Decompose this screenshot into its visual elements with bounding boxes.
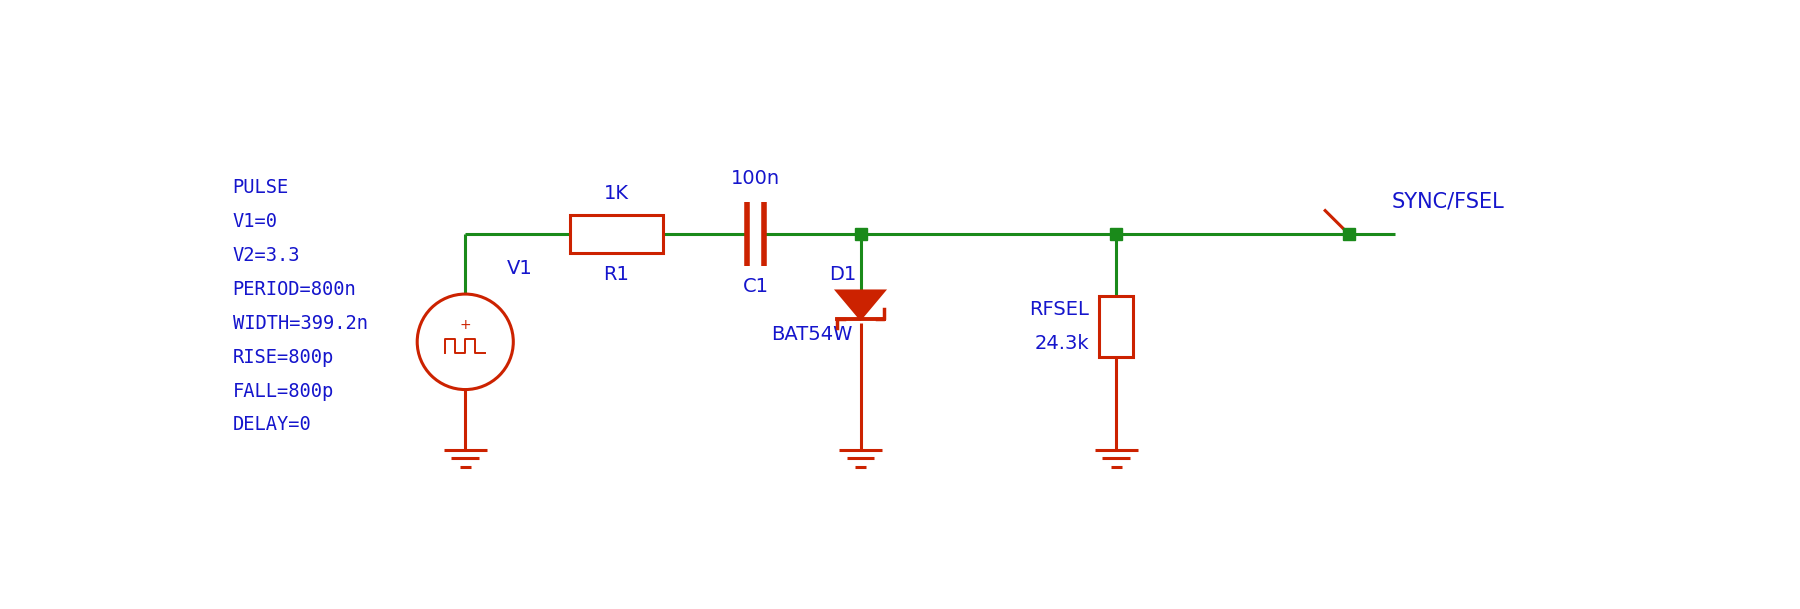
- Text: SYNC/FSEL: SYNC/FSEL: [1391, 192, 1505, 212]
- Text: D1: D1: [830, 264, 857, 284]
- Text: WIDTH=399.2n: WIDTH=399.2n: [232, 314, 367, 333]
- Text: V1=0: V1=0: [232, 212, 277, 231]
- Text: V2=3.3: V2=3.3: [232, 246, 301, 265]
- Text: R1: R1: [603, 264, 630, 284]
- Text: DELAY=0: DELAY=0: [232, 415, 311, 434]
- Text: FALL=800p: FALL=800p: [232, 382, 335, 401]
- Text: PULSE: PULSE: [232, 178, 290, 197]
- Polygon shape: [837, 291, 884, 319]
- Bar: [571, 215, 662, 253]
- Text: V1: V1: [506, 259, 533, 278]
- Text: 24.3k: 24.3k: [1035, 334, 1089, 353]
- Text: 1K: 1K: [603, 185, 628, 203]
- Text: +: +: [459, 318, 472, 332]
- Text: C1: C1: [743, 277, 769, 296]
- Text: RISE=800p: RISE=800p: [232, 348, 335, 367]
- Text: BAT54W: BAT54W: [772, 325, 853, 344]
- Bar: [1100, 295, 1134, 357]
- Text: RFSEL: RFSEL: [1030, 300, 1089, 319]
- Text: PERIOD=800n: PERIOD=800n: [232, 280, 356, 299]
- Text: 100n: 100n: [731, 169, 781, 188]
